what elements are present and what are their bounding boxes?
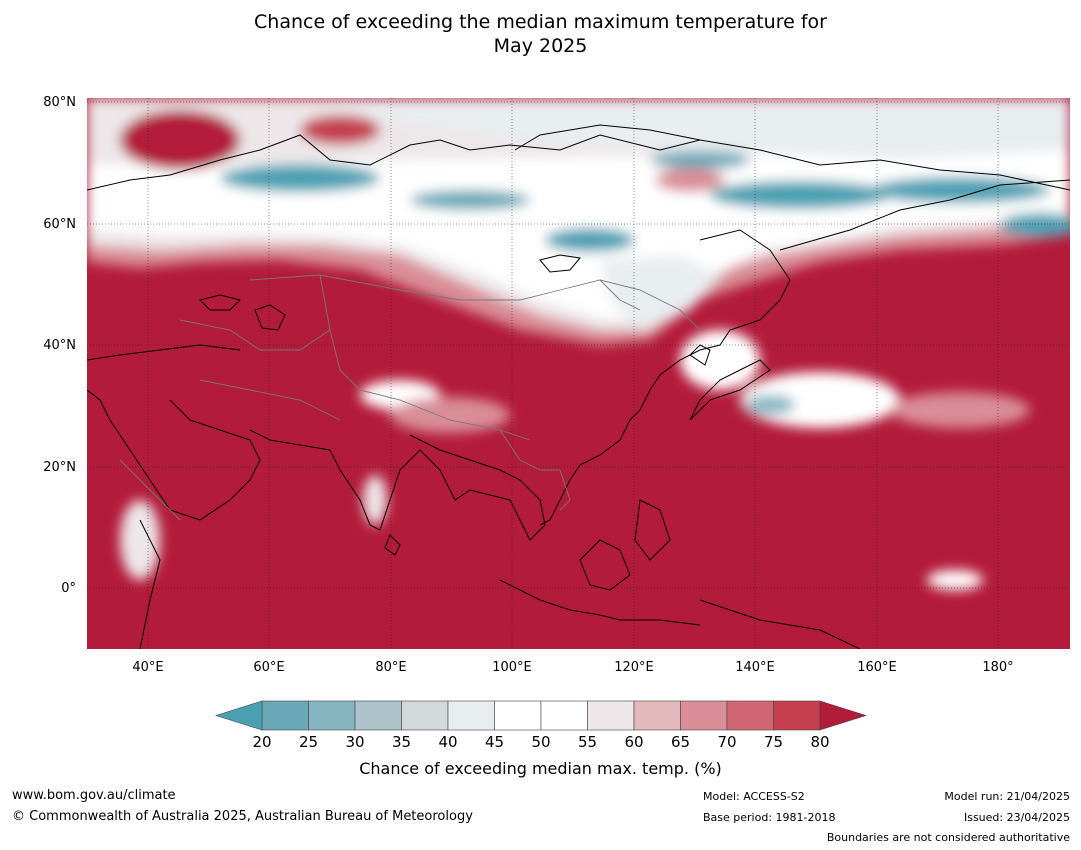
lon-label-40e: 40°E [132, 660, 164, 675]
field-pink-tibet [390, 397, 510, 433]
graticule [87, 98, 1070, 649]
field-white-africa [120, 500, 160, 580]
field-teal-far-north-east [650, 151, 750, 169]
colorbar-segment [540, 700, 588, 731]
colorbar-tick-label: 80 [810, 733, 830, 751]
footer-disclaimer: Boundaries are not considered authoritat… [826, 831, 1070, 844]
field-pink-pacific-east [890, 392, 1030, 428]
colorbar-label: Chance of exceeding median max. temp. (%… [359, 759, 722, 778]
colorbar-tick-label: 40 [438, 733, 458, 751]
colorbar-tick-label: 55 [577, 733, 598, 751]
footer-model-run: Model run: 21/04/2025 [944, 790, 1070, 803]
lon-label-120e: 120°E [614, 660, 654, 675]
footer-base-period: Base period: 1981-2018 [703, 811, 836, 824]
footer-model: Model: ACCESS-S2 [703, 790, 805, 803]
map-title: Chance of exceeding the median maximum t… [0, 10, 1081, 58]
field-pink-taimyr [655, 168, 725, 192]
field-teal-pacific [745, 395, 795, 415]
probability-field [87, 98, 1070, 649]
field-band-northern-grey [600, 255, 720, 330]
field-teal-chukotka [1000, 213, 1070, 237]
field-white-pacific-equator [927, 570, 983, 590]
lat-label-40n: 40°N [43, 338, 76, 353]
colorbar-tick-label: 60 [624, 733, 644, 751]
colorbar-tick-label: 30 [345, 733, 365, 751]
country-borders [119, 274, 701, 521]
colorbar-tick-label: 75 [763, 733, 784, 751]
colorbar-tick-label: 70 [717, 733, 737, 751]
lon-label-180: 180° [982, 660, 1014, 675]
colorbar-segment [633, 700, 681, 731]
lon-label-100e: 100°E [492, 660, 532, 675]
colorbar-under-arrow [215, 700, 263, 731]
colorbar-tick-label: 20 [252, 733, 272, 751]
lon-label-80e: 80°E [375, 660, 407, 675]
colorbar-segment [726, 700, 774, 731]
colorbar-segment [494, 700, 542, 731]
footer-website: www.bom.gov.au/climate [12, 788, 176, 803]
lat-label-60n: 60°N [43, 217, 76, 232]
colorbar-tick-label: 35 [391, 733, 412, 751]
footer-copyright: © Commonwealth of Australia 2025, Austra… [12, 809, 473, 824]
field-red-barents [120, 110, 240, 170]
colorbar-tick-label: 45 [484, 733, 505, 751]
colorbar-tick-label: 50 [531, 733, 551, 751]
field-teal-west-siberia [220, 164, 380, 192]
lon-label-60e: 60°E [253, 660, 285, 675]
field-red-kara [300, 115, 380, 145]
footer-issued: Issued: 23/04/2025 [963, 811, 1070, 824]
field-white-india [363, 475, 387, 525]
title-line-1: Chance of exceeding the median maximum t… [254, 11, 827, 33]
colorbar-tick-label: 25 [298, 733, 319, 751]
colorbar-tick-label: 65 [670, 733, 691, 751]
colorbar-segment [401, 700, 449, 731]
lat-label-20n: 20°N [43, 460, 76, 475]
colorbar-segment [680, 700, 728, 731]
coastlines [87, 124, 1070, 649]
colorbar-segment [773, 700, 821, 731]
colorbar-segment [587, 700, 635, 731]
lon-label-140e: 140°E [735, 660, 775, 675]
lon-label-160e: 160°E [857, 660, 897, 675]
lat-label-0: 0° [61, 581, 76, 596]
lat-label-80n: 80°N [43, 95, 76, 110]
field-teal-central-siberia [410, 190, 530, 210]
field-teal-baikal [545, 228, 635, 252]
colorbar-segment [261, 700, 309, 731]
field-band-arctic-pale [300, 98, 1070, 160]
field-teal-kolyma [870, 177, 1050, 203]
title-line-2: May 2025 [493, 35, 588, 57]
colorbar-segment [447, 700, 495, 731]
colorbar-segment [308, 700, 356, 731]
colorbar-segment [354, 700, 402, 731]
colorbar-over-arrow [819, 700, 867, 731]
